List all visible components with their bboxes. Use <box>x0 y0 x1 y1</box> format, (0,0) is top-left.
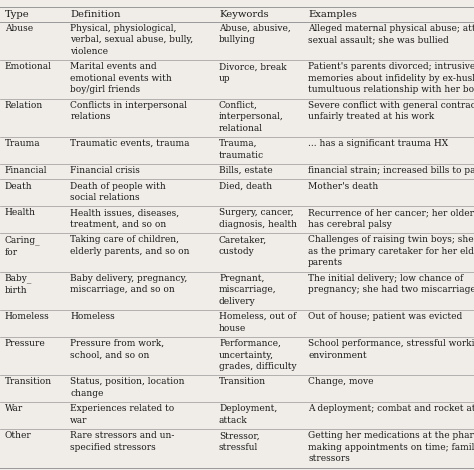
Text: Trauma: Trauma <box>5 139 40 148</box>
Text: War: War <box>5 404 23 414</box>
Text: Homeless, out of
house: Homeless, out of house <box>219 312 296 333</box>
Text: ... has a significant trauma HX: ... has a significant trauma HX <box>308 139 448 148</box>
Text: Change, move: Change, move <box>308 377 374 386</box>
Text: Conflicts in interpersonal
relations: Conflicts in interpersonal relations <box>70 101 187 121</box>
Text: Taking care of children,
elderly parents, and so on: Taking care of children, elderly parents… <box>70 235 190 256</box>
Text: Trauma,
traumatic: Trauma, traumatic <box>219 139 264 160</box>
Text: Baby delivery, pregnancy,
miscarriage, and so on: Baby delivery, pregnancy, miscarriage, a… <box>70 274 187 294</box>
Text: financial strain; increased bills to pay: financial strain; increased bills to pay <box>308 166 474 175</box>
Text: Died, death: Died, death <box>219 181 272 190</box>
Text: Rare stressors and un-
specified stressors: Rare stressors and un- specified stresso… <box>70 431 174 452</box>
Text: Caretaker,
custody: Caretaker, custody <box>219 235 267 256</box>
Text: Caring_
for: Caring_ for <box>5 235 40 257</box>
Text: Surgery, cancer,
diagnosis, health: Surgery, cancer, diagnosis, health <box>219 209 297 229</box>
Text: Health issues, diseases,
treatment, and so on: Health issues, diseases, treatment, and … <box>70 209 179 229</box>
Text: Traumatic events, trauma: Traumatic events, trauma <box>70 139 190 148</box>
Text: Performance,
uncertainty,
grades, difficulty: Performance, uncertainty, grades, diffic… <box>219 339 297 371</box>
Text: Definition: Definition <box>70 10 121 19</box>
Text: Alleged maternal physical abuse; attempted
sexual assault; she was bullied: Alleged maternal physical abuse; attempt… <box>308 24 474 45</box>
Text: Relation: Relation <box>5 101 43 110</box>
Text: Mother's death: Mother's death <box>308 181 378 190</box>
Text: Divorce, break
up: Divorce, break up <box>219 63 287 83</box>
Text: Marital events and
emotional events with
boy/girl friends: Marital events and emotional events with… <box>70 63 172 94</box>
Text: Emotional: Emotional <box>5 63 52 71</box>
Text: Death of people with
social relations: Death of people with social relations <box>70 181 166 202</box>
Text: Death: Death <box>5 181 32 190</box>
Text: Homeless: Homeless <box>5 312 49 321</box>
Text: Challenges of raising twin boys; she serves
as the primary caretaker for her eld: Challenges of raising twin boys; she ser… <box>308 235 474 267</box>
Text: Keywords: Keywords <box>219 10 269 19</box>
Text: The initial delivery; low chance of
pregnancy; she had two miscarriages: The initial delivery; low chance of preg… <box>308 274 474 294</box>
Text: Financial: Financial <box>5 166 47 175</box>
Text: Physical, physiological,
verbal, sexual abuse, bully,
violence: Physical, physiological, verbal, sexual … <box>70 24 193 56</box>
Text: Severe conflict with general contractor;
unfairly treated at his work: Severe conflict with general contractor;… <box>308 101 474 121</box>
Text: Deployment,
attack: Deployment, attack <box>219 404 277 425</box>
Text: Experiences related to
war: Experiences related to war <box>70 404 174 425</box>
Text: Bills, estate: Bills, estate <box>219 166 273 175</box>
Text: A deployment; combat and rocket attacks: A deployment; combat and rocket attacks <box>308 404 474 414</box>
Text: Baby_
birth: Baby_ birth <box>5 274 32 295</box>
Text: Other: Other <box>5 431 31 440</box>
Text: Abuse, abusive,
bullying: Abuse, abusive, bullying <box>219 24 291 45</box>
Text: Type: Type <box>5 10 29 19</box>
Text: Stressor,
stressful: Stressor, stressful <box>219 431 260 452</box>
Text: Status, position, location
change: Status, position, location change <box>70 377 185 398</box>
Text: Health: Health <box>5 209 36 218</box>
Text: Pressure from work,
school, and so on: Pressure from work, school, and so on <box>70 339 164 360</box>
Text: Abuse: Abuse <box>5 24 33 33</box>
Text: Pressure: Pressure <box>5 339 46 348</box>
Text: Examples: Examples <box>308 10 357 19</box>
Text: Transition: Transition <box>219 377 266 386</box>
Text: Recurrence of her cancer; her older son
has cerebral palsy: Recurrence of her cancer; her older son … <box>308 209 474 229</box>
Text: School performance, stressful working
environment: School performance, stressful working en… <box>308 339 474 360</box>
Text: Getting her medications at the pharmacy;
making appointments on time; family
str: Getting her medications at the pharmacy;… <box>308 431 474 463</box>
Text: Financial crisis: Financial crisis <box>70 166 140 175</box>
Text: Conflict,
interpersonal,
relational: Conflict, interpersonal, relational <box>219 101 284 133</box>
Text: Patient's parents divorced; intrusive
memories about infidelity by ex-husband; a: Patient's parents divorced; intrusive me… <box>308 63 474 94</box>
Text: Pregnant,
miscarriage,
delivery: Pregnant, miscarriage, delivery <box>219 274 277 306</box>
Text: Homeless: Homeless <box>70 312 115 321</box>
Text: Out of house; patient was evicted: Out of house; patient was evicted <box>308 312 462 321</box>
Text: Transition: Transition <box>5 377 52 386</box>
